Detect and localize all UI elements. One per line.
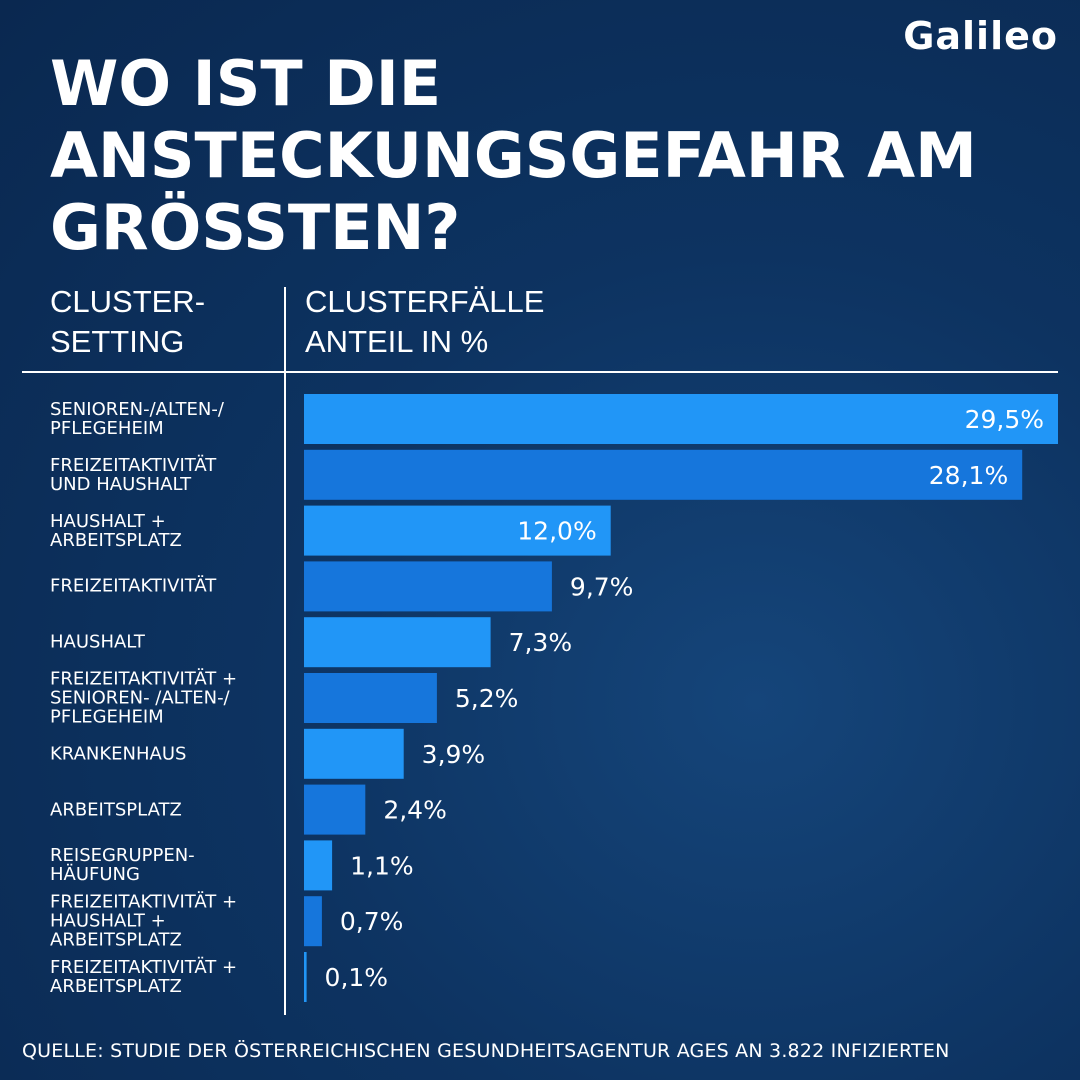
value-label: 9,7%	[570, 572, 634, 601]
galileo-logo: Galileo	[903, 14, 1058, 58]
category-label-line: SENIOREN- /ALTEN-/	[50, 687, 230, 709]
bar	[304, 561, 552, 612]
category-label-line: HÄUFUNG	[50, 864, 140, 886]
category-label: FREIZEITAKTIVITÄT + SENIOREN- /ALTEN-/PFL…	[50, 670, 282, 727]
category-label: KRANKENHAUS	[50, 744, 282, 763]
value-label: 5,2%	[455, 684, 519, 713]
value-label: 1,1%	[350, 851, 414, 880]
category-label-line: ARBEITSPLATZ	[50, 799, 182, 821]
bar	[304, 896, 322, 947]
column-header-setting: CLUSTER- SETTING	[50, 282, 205, 362]
category-label-line: HAUSHALT +	[50, 510, 166, 532]
column-header-line: SETTING	[50, 324, 185, 359]
category-label-line: FREIZEITAKTIVITÄT	[50, 575, 217, 597]
bar	[304, 728, 404, 779]
category-label: ARBEITSPLATZ	[50, 800, 282, 819]
category-label-line: FREIZEITAKTIVITÄT +	[50, 668, 238, 690]
column-header-line: CLUSTER-	[50, 284, 206, 319]
category-label-line: KRANKENHAUS	[50, 743, 187, 765]
title-line: ANSTECKUNGSGEFAHR AM	[50, 119, 977, 192]
category-label-line: SENIOREN-/ALTEN-/	[50, 399, 224, 420]
source-note: QUELLE: STUDIE DER ÖSTERREICHISCHEN GESU…	[22, 1040, 950, 1062]
category-label-line: ARBEITSPLATZ	[50, 976, 182, 997]
value-label: 0,7%	[340, 907, 404, 936]
category-label-line: ARBEITSPLATZ	[50, 529, 182, 551]
header-divider	[22, 371, 1058, 373]
category-label-line: FREIZEITAKTIVITÄT +	[50, 957, 238, 978]
category-label-line: ARBEITSPLATZ	[50, 929, 182, 951]
category-label: HAUSHALT + ARBEITSPLATZ	[50, 512, 282, 550]
bar	[304, 952, 307, 1002]
title-line: WO IST DIE	[50, 47, 442, 120]
bar	[304, 449, 1023, 500]
value-label: 7,3%	[509, 628, 573, 657]
bar	[304, 784, 366, 835]
category-label-line: PFLEGEHEIM	[50, 706, 164, 728]
category-label: FREIZEITAKTIVITÄT + HAUSHALT + ARBEITSPLAT…	[50, 893, 282, 950]
category-label-line: REISEGRUPPEN-	[50, 845, 195, 867]
category-label: SENIOREN-/ALTEN-/PFLEGEHEIM	[50, 400, 282, 438]
category-label: REISEGRUPPEN- HÄUFUNG	[50, 846, 282, 884]
bar	[304, 673, 437, 723]
category-label: FREIZEITAKTIVITÄT UND HAUSHALT	[50, 456, 282, 494]
title-line: GRÖßTEN?	[50, 191, 461, 264]
category-label: FREIZEITAKTIVITÄT + ARBEITSPLATZ	[50, 958, 282, 996]
value-label: 2,4%	[383, 796, 447, 825]
category-label-line: FREIZEITAKTIVITÄT	[50, 454, 217, 476]
bar	[304, 505, 611, 556]
category-label: HAUSHALT	[50, 633, 282, 652]
column-header-line: ANTEIL IN %	[305, 324, 489, 359]
column-header-line: CLUSTERFÄLLE	[305, 284, 545, 319]
column-header-share: CLUSTERFÄLLE ANTEIL IN %	[305, 282, 544, 362]
category-label-line: PFLEGEHEIM	[50, 418, 164, 439]
category-label-line: HAUSHALT +	[50, 910, 166, 932]
category-label-line: FREIZEITAKTIVITÄT +	[50, 891, 238, 913]
page-title: WO IST DIE ANSTECKUNGSGEFAHR AM GRÖßTEN?	[50, 48, 1050, 264]
category-label: FREIZEITAKTIVITÄT	[50, 577, 282, 596]
value-label: 3,9%	[422, 740, 486, 769]
category-label-line: UND HAUSHALT	[50, 473, 192, 495]
value-label: 29,5%	[965, 405, 1044, 434]
bar	[304, 840, 333, 891]
column-divider	[284, 287, 286, 1015]
category-label-line: HAUSHALT	[50, 631, 145, 653]
value-label: 12,0%	[517, 517, 596, 546]
bar	[304, 617, 491, 668]
value-label: 0,1%	[325, 963, 389, 992]
value-label: 28,1%	[929, 461, 1008, 490]
bar	[304, 394, 1058, 444]
